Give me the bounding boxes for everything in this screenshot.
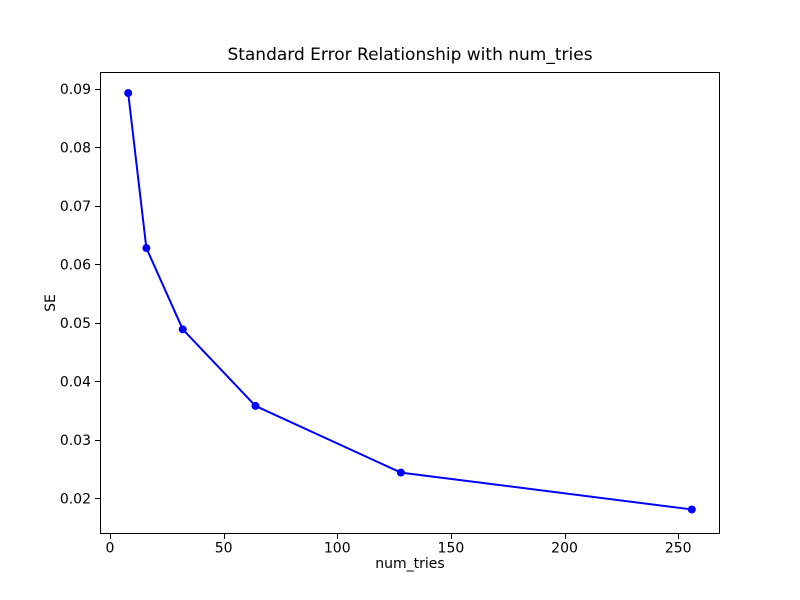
data-point-marker bbox=[396, 468, 405, 477]
data-point-marker bbox=[142, 244, 151, 253]
chart-title: Standard Error Relationship with num_tri… bbox=[227, 45, 593, 65]
data-point-marker bbox=[251, 401, 260, 410]
x-tick-label: 50 bbox=[215, 541, 233, 557]
plot-frame bbox=[100, 72, 720, 534]
y-tick-label: 0.08 bbox=[60, 140, 91, 156]
y-tick-label: 0.06 bbox=[60, 257, 91, 273]
y-tick-label: 0.09 bbox=[60, 82, 91, 98]
y-tick-label: 0.02 bbox=[60, 491, 91, 507]
y-tick-label: 0.05 bbox=[60, 316, 91, 332]
data-point-marker bbox=[178, 325, 187, 334]
x-axis-label: num_tries bbox=[375, 556, 445, 572]
data-point-marker bbox=[124, 89, 133, 98]
y-axis-label: SE bbox=[43, 294, 59, 312]
y-tick-label: 0.03 bbox=[60, 433, 91, 449]
x-tick-label: 100 bbox=[324, 541, 351, 557]
x-tick-label: 200 bbox=[551, 541, 578, 557]
series-line bbox=[127, 92, 693, 511]
x-tick-label: 0 bbox=[106, 541, 115, 557]
data-point-marker bbox=[687, 505, 696, 514]
x-tick-label: 150 bbox=[438, 541, 465, 557]
y-tick-label: 0.04 bbox=[60, 374, 91, 390]
y-tick-label: 0.07 bbox=[60, 199, 91, 215]
x-tick-label: 250 bbox=[665, 541, 692, 557]
